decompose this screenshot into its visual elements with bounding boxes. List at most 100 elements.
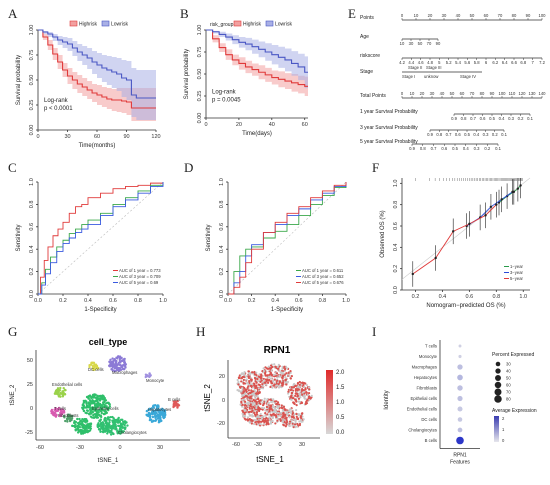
tsne-point — [56, 387, 60, 390]
tsne-point — [114, 426, 117, 429]
dotplot-category-label: DC cells — [421, 417, 437, 422]
tsne-point — [290, 415, 294, 418]
tsne-point — [245, 378, 248, 381]
tsne-point — [121, 364, 125, 367]
tsne-point — [109, 358, 112, 362]
x-tick-label: 0.8 — [134, 298, 142, 304]
tsne-point — [273, 363, 276, 366]
tsne-point — [271, 404, 275, 407]
tsne-point — [301, 420, 304, 423]
tsne-point — [114, 428, 117, 431]
survival-5yr-tick-label: 0.4 — [463, 146, 469, 151]
tsne-point — [255, 406, 258, 410]
tsne-point — [248, 414, 251, 417]
tsne-point — [294, 384, 297, 388]
riskscore-tick-label: 4.6 — [418, 60, 424, 65]
legend-label: 3−year — [510, 270, 524, 275]
tsne-point — [122, 421, 125, 424]
y-tick-label: 0.0 — [219, 290, 225, 298]
tsne-point — [250, 410, 253, 413]
dotplot-category-label: Endothelial cells — [407, 407, 437, 412]
tsne-g-xtick: 0 — [118, 445, 121, 451]
x-axis-label: Nomogram−predicted OS (%) — [426, 303, 505, 309]
tsne-point — [304, 402, 307, 406]
tsne-point — [172, 403, 176, 407]
tsne-point — [176, 406, 179, 409]
tsne-point — [255, 405, 258, 408]
tsne-point — [76, 424, 79, 428]
tsne-point — [56, 393, 60, 396]
x-axis-label: Time(months) — [79, 143, 116, 149]
tsne-point — [288, 420, 292, 423]
x-tick-label: 40 — [269, 122, 275, 128]
tsne-point — [252, 398, 255, 402]
tsne-point — [246, 408, 249, 411]
tsne-point — [74, 428, 77, 431]
dotplot-category-label: Monocyte — [419, 354, 438, 359]
panel-letter-f: F — [372, 160, 379, 175]
tsne-point — [288, 410, 291, 413]
tsne-point — [247, 370, 250, 373]
tsne-point — [250, 405, 253, 408]
tsne-point — [254, 419, 258, 422]
tsne-point — [287, 424, 291, 427]
tsne-point — [152, 419, 155, 423]
riskscore-tick-label: 5.4 — [455, 60, 461, 65]
tsne-point — [266, 422, 270, 425]
tsne-point — [111, 366, 114, 369]
points-tick-label: 20 — [428, 13, 433, 18]
legend-size-label: 40 — [506, 369, 511, 374]
tsne-point — [242, 414, 245, 418]
tsne-point — [305, 383, 308, 387]
tsne-rpn1-h: RPN1 -60 -30 0 30 -20 0 20 tSNE_1 tSNE_2… — [203, 345, 345, 464]
age-tick-label: 10 — [400, 41, 405, 46]
x-tick-label: 20 — [236, 122, 242, 128]
tsne-point — [96, 424, 100, 427]
survival-5yr-tick-label: 0.7 — [431, 146, 437, 151]
tsne-point — [111, 427, 114, 430]
dotplot-dot — [456, 436, 464, 445]
tsne-point — [107, 408, 110, 412]
tsne-point — [259, 412, 262, 416]
tsne-point — [298, 420, 301, 423]
points-tick-label: 70 — [498, 13, 503, 18]
tsne-point — [280, 404, 283, 407]
tsne-g-ytick: -25 — [25, 430, 33, 436]
tsne-point — [150, 407, 153, 410]
survival-3yr-tick-label: 0.3 — [483, 132, 489, 137]
tsne-point — [91, 364, 95, 368]
tsne-point — [78, 425, 82, 429]
tsne-point — [271, 413, 274, 416]
tsne-point — [123, 357, 126, 361]
tsne-g-ytick: 0 — [30, 406, 33, 412]
tsne-point — [284, 368, 287, 371]
x-axis-label: Time(days) — [242, 131, 272, 137]
total-points-tick-label: 110 — [509, 91, 516, 96]
tsne-point — [287, 390, 290, 393]
tsne-point — [265, 423, 268, 426]
tsne-point — [307, 386, 311, 389]
nomogram-row-label: riskscore — [360, 53, 380, 59]
tsne-point — [254, 414, 257, 417]
tsne-point — [248, 420, 251, 424]
tsne-point — [87, 424, 90, 428]
legend-swatch — [101, 20, 110, 27]
tsne-point — [115, 419, 119, 423]
tsne-point — [269, 413, 272, 416]
tsne-point — [102, 412, 105, 416]
stage-label: Stage III — [426, 65, 442, 70]
tsne-point — [89, 422, 93, 426]
tsne-point — [285, 420, 289, 424]
tsne-point — [100, 407, 104, 410]
tsne-point — [259, 385, 262, 388]
tsne-point — [241, 412, 244, 415]
legend-label: AUC of 5 year = 0.69 — [119, 280, 159, 285]
tsne-point — [58, 388, 62, 392]
tsne-point — [292, 397, 295, 400]
legend-label: AUC of 5 year = 0.676 — [302, 280, 344, 285]
survival-5yr-tick-label: 0.2 — [484, 146, 490, 151]
y-axis-label: Survival probability — [16, 55, 22, 105]
y-axis-label: Sensitivity — [206, 224, 212, 251]
tsne-g-title: cell_type — [89, 337, 128, 347]
tsne-point — [108, 429, 111, 433]
